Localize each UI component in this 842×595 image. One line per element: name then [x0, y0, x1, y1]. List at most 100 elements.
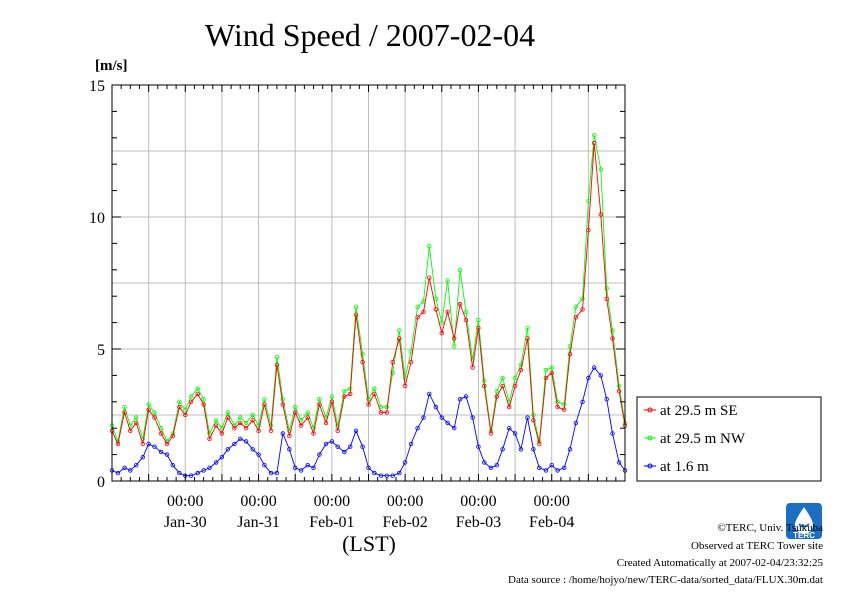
data-point [152, 410, 157, 415]
data-point [518, 362, 524, 367]
data-point [366, 465, 371, 470]
data-point [586, 227, 591, 233]
data-point [470, 365, 475, 370]
data-point [494, 389, 499, 394]
data-point [158, 431, 164, 436]
data-point [562, 465, 567, 470]
data-point [317, 397, 322, 402]
data-point [219, 431, 225, 436]
data-point [378, 410, 384, 415]
data-point [140, 455, 145, 460]
data-point [366, 402, 371, 407]
data-point [616, 389, 622, 394]
x-tick-time-label: 00:00 [533, 493, 569, 510]
data-point [122, 404, 127, 410]
data-point [549, 463, 554, 468]
data-point [298, 468, 304, 473]
data-point [305, 415, 310, 420]
data-point [348, 391, 353, 397]
data-point [250, 447, 255, 452]
data-point [445, 309, 450, 315]
data-point [408, 441, 414, 447]
data-point [188, 399, 194, 404]
data-point [158, 449, 164, 455]
data-point [360, 360, 365, 365]
data-point [225, 410, 230, 415]
data-point [335, 428, 340, 433]
data-point [342, 449, 347, 455]
data-point [366, 397, 371, 402]
data-point [397, 328, 402, 333]
data-point [305, 463, 310, 468]
data-point [445, 278, 450, 283]
data-point [293, 465, 298, 470]
data-point [305, 410, 310, 415]
y-tick-labels: 0 5 10 15 [89, 78, 105, 491]
data-point [177, 470, 182, 476]
data-point [500, 447, 505, 452]
data-point [573, 304, 579, 309]
data-point [128, 428, 133, 433]
data-point [567, 344, 573, 349]
data-point [268, 428, 274, 433]
x-tick-date-label: Feb-03 [456, 514, 501, 531]
data-point [353, 304, 359, 309]
data-point [243, 439, 249, 444]
data-point [573, 315, 579, 320]
observed-text: Observed at TERC Tower site [691, 540, 823, 552]
data-point [195, 386, 200, 391]
data-point [188, 473, 194, 478]
data-point [329, 399, 335, 404]
data-point [512, 431, 518, 436]
data-point [482, 460, 487, 465]
data-point [439, 415, 444, 420]
data-point [170, 463, 175, 468]
y-tick-label: 15 [89, 78, 105, 95]
data-point [512, 383, 518, 389]
data-point [372, 386, 377, 391]
series-line [111, 366, 626, 477]
data-point [238, 436, 243, 441]
data-point [262, 402, 267, 407]
x-tick-labels: 00:00 Jan-30 00:00 Jan-31 00:00 Feb-01 00:00 Fe… [164, 493, 574, 531]
data-point [573, 420, 579, 426]
data-point [372, 470, 377, 476]
data-point [195, 470, 200, 476]
data-point [488, 431, 494, 436]
terc-drop-logo: TERC [786, 503, 822, 540]
data-point [525, 336, 530, 341]
data-point [598, 373, 603, 378]
data-source-text: Data source : /home/hojyo/new/TERC-data/… [508, 574, 823, 586]
data-point [525, 415, 530, 420]
x-tick-time-label: 00:00 [460, 493, 496, 510]
data-point [311, 431, 316, 436]
data-point [238, 420, 243, 426]
data-point [348, 444, 353, 449]
y-tick-label: 0 [97, 474, 105, 491]
data-point [555, 399, 560, 404]
x-tick-time-label: 00:00 [167, 493, 203, 510]
data-point [293, 404, 298, 410]
data-point [433, 404, 439, 410]
data-point [335, 444, 340, 449]
x-tick-date-label: Feb-04 [529, 514, 574, 531]
data-point [360, 352, 365, 357]
data-point [549, 365, 554, 370]
data-point [256, 428, 261, 433]
y-tick-label: 5 [97, 342, 105, 359]
data-point [201, 397, 206, 402]
data-point [262, 397, 267, 402]
data-point [402, 383, 408, 389]
data-point [457, 397, 463, 402]
data-point [122, 465, 127, 470]
data-point [213, 418, 219, 423]
data-point [152, 415, 157, 420]
data-point [177, 399, 182, 404]
data-point [256, 423, 261, 428]
data-point [342, 389, 347, 394]
data-point [500, 375, 505, 381]
data-point [390, 473, 395, 478]
copyright-text: ©TERC, Univ. Tsukuba [717, 522, 823, 534]
data-point [317, 402, 322, 407]
data-point [378, 473, 384, 478]
